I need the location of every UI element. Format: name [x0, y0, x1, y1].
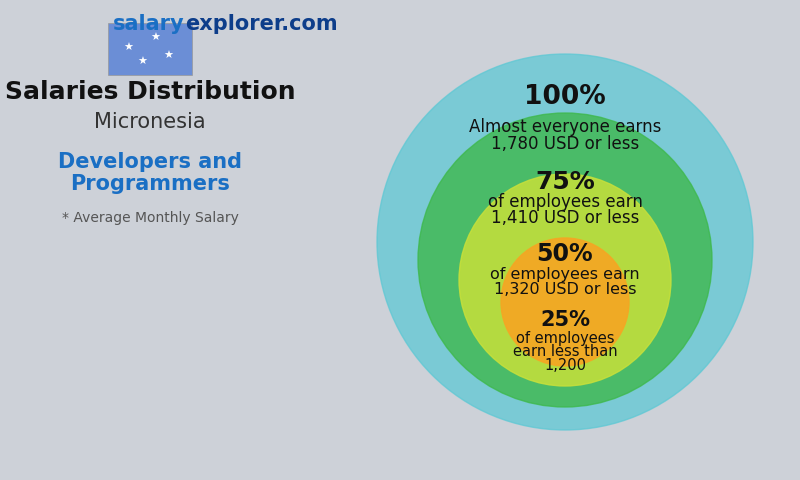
Text: 75%: 75% — [535, 170, 595, 194]
Text: of employees earn: of employees earn — [487, 193, 642, 211]
Text: of employees earn: of employees earn — [490, 266, 640, 281]
Circle shape — [377, 54, 753, 430]
FancyBboxPatch shape — [108, 23, 192, 75]
Circle shape — [501, 238, 629, 366]
Text: 1,200: 1,200 — [544, 359, 586, 373]
Text: 100%: 100% — [524, 84, 606, 110]
Text: ★: ★ — [137, 57, 147, 67]
Text: ★: ★ — [163, 51, 173, 61]
Text: 1,780 USD or less: 1,780 USD or less — [491, 135, 639, 153]
Text: salary: salary — [114, 14, 185, 34]
Text: * Average Monthly Salary: * Average Monthly Salary — [62, 211, 238, 225]
Text: Salaries Distribution: Salaries Distribution — [5, 80, 295, 104]
Text: 1,320 USD or less: 1,320 USD or less — [494, 283, 636, 298]
Circle shape — [459, 174, 671, 386]
Text: Programmers: Programmers — [70, 174, 230, 194]
Text: ★: ★ — [123, 43, 133, 53]
Text: 50%: 50% — [537, 242, 594, 266]
Circle shape — [418, 113, 712, 407]
Text: of employees: of employees — [516, 331, 614, 346]
Text: explorer.com: explorer.com — [185, 14, 338, 34]
Text: earn less than: earn less than — [513, 345, 618, 360]
Text: Micronesia: Micronesia — [94, 112, 206, 132]
Text: Developers and: Developers and — [58, 152, 242, 172]
Text: 25%: 25% — [540, 310, 590, 330]
Text: 1,410 USD or less: 1,410 USD or less — [491, 209, 639, 227]
Text: Almost everyone earns: Almost everyone earns — [469, 118, 661, 136]
Text: ★: ★ — [150, 33, 160, 43]
